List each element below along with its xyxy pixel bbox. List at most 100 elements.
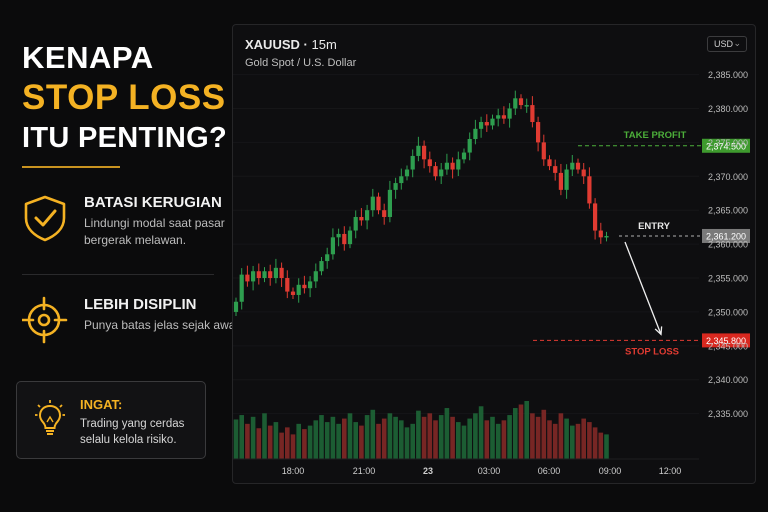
volume-bar bbox=[490, 416, 495, 459]
volume-bar bbox=[535, 416, 541, 459]
chart-panel[interactable]: XAUUSD · 15m Gold Spot / U.S. Dollar USD… bbox=[232, 24, 756, 484]
volume-bar bbox=[376, 423, 381, 459]
candle-body bbox=[479, 122, 484, 129]
candle-body bbox=[507, 108, 512, 119]
candle-body bbox=[359, 216, 364, 221]
volume-bar bbox=[313, 420, 319, 459]
price-tick-label: 2,345.000 bbox=[708, 341, 748, 351]
volume-bar bbox=[518, 404, 524, 459]
candle-body bbox=[336, 233, 341, 238]
candle-body bbox=[393, 183, 398, 190]
volume-bar bbox=[324, 422, 330, 459]
candle-body bbox=[399, 176, 404, 184]
volume-bar bbox=[587, 422, 592, 459]
candle-body bbox=[387, 189, 392, 217]
headline: KENAPA STOP LOSS ITU PENTING? bbox=[22, 38, 227, 158]
candle-body bbox=[553, 166, 558, 173]
candle-body bbox=[439, 169, 444, 177]
price-tick-label: 2,335.000 bbox=[708, 409, 748, 419]
candle-body bbox=[575, 162, 581, 170]
time-tick-label: 09:00 bbox=[599, 466, 622, 476]
volume-bar bbox=[285, 427, 290, 459]
candle-body bbox=[279, 267, 284, 279]
chart-symbol: XAUUSD · 15m bbox=[245, 37, 337, 52]
time-axis: 18:00 21:00 23 03:00 06:00 09:00 12:00 bbox=[233, 458, 699, 476]
volume-bar bbox=[307, 425, 313, 459]
benefit-description: Punya batas jelas sejak awal. bbox=[84, 318, 242, 332]
candle-body bbox=[501, 115, 506, 119]
volume-bar bbox=[575, 423, 581, 459]
price-tick-label: 2,340.000 bbox=[708, 375, 748, 385]
volume-bars bbox=[233, 401, 609, 459]
candle-body bbox=[308, 281, 313, 289]
price-tick-label: 2,370.000 bbox=[708, 172, 748, 182]
candle-body bbox=[530, 105, 535, 123]
currency-select[interactable]: USD ⌄ bbox=[707, 36, 747, 52]
volume-bar bbox=[319, 415, 324, 459]
volume-bar bbox=[581, 418, 586, 459]
candle-body bbox=[513, 98, 518, 109]
candle-body bbox=[239, 274, 244, 302]
candle-body bbox=[547, 159, 552, 167]
headline-line-2: STOP LOSS bbox=[22, 78, 226, 117]
stop-loss-label: STOP LOSS bbox=[625, 346, 679, 357]
candle-body bbox=[382, 210, 387, 217]
volume-bar bbox=[359, 425, 364, 459]
time-tick-label: 12:00 bbox=[659, 466, 682, 476]
entry-price-tag bbox=[702, 228, 750, 243]
candle-body bbox=[593, 203, 598, 231]
price-levels: TAKE PROFIT 2,374.500 ENTRY 2,361.200 STOP L… bbox=[533, 130, 750, 357]
candle-body bbox=[473, 128, 478, 139]
candle-body bbox=[484, 122, 489, 126]
price-chart[interactable]: TAKE PROFIT 2,374.500 ENTRY 2,361.200 STOP L… bbox=[233, 25, 755, 483]
volume-bar bbox=[336, 423, 341, 459]
volume-bar bbox=[592, 427, 598, 459]
arrow-shaft bbox=[624, 241, 662, 335]
time-tick-label: 21:00 bbox=[353, 466, 376, 476]
volume-bar bbox=[267, 425, 273, 459]
price-tick-label: 2,350.000 bbox=[708, 307, 748, 317]
candle-body bbox=[319, 261, 324, 272]
volume-bar bbox=[330, 416, 336, 459]
timeframe-label[interactable]: 15m bbox=[311, 37, 337, 52]
headline-line-1: KENAPA bbox=[22, 40, 154, 75]
volume-bar bbox=[381, 418, 387, 459]
volume-bar bbox=[416, 410, 421, 459]
volume-bar bbox=[364, 415, 370, 459]
stop-loss-price-tag bbox=[702, 333, 750, 348]
volume-bar bbox=[495, 423, 501, 459]
volume-bar bbox=[250, 416, 256, 459]
chart-grid bbox=[233, 74, 699, 415]
volume-bar bbox=[302, 429, 307, 459]
candle-body bbox=[370, 196, 375, 211]
candle-body bbox=[233, 301, 239, 312]
candle-body bbox=[353, 216, 358, 231]
candle-body bbox=[330, 237, 335, 255]
candle-body bbox=[273, 267, 278, 279]
symbol-separator: · bbox=[303, 37, 308, 52]
volume-bar bbox=[598, 432, 604, 459]
candle-body bbox=[541, 142, 546, 160]
candle-body bbox=[342, 233, 347, 245]
remember-text: Trading yang cerdas selalu kelola risiko… bbox=[80, 418, 185, 446]
candle-body bbox=[536, 122, 541, 143]
left-panel: KENAPA STOP LOSS ITU PENTING? BATASI KER… bbox=[0, 0, 241, 512]
currency-label: USD bbox=[714, 39, 734, 49]
chart-subtitle: Gold Spot / U.S. Dollar bbox=[245, 57, 357, 69]
volume-bar bbox=[239, 415, 244, 459]
entry-price: 2,361.200 bbox=[706, 231, 746, 241]
volume-bar bbox=[273, 422, 279, 459]
remember-title: INGAT: bbox=[80, 397, 123, 412]
price-tick-label: 2,360.000 bbox=[708, 240, 748, 250]
volume-bar bbox=[393, 416, 398, 459]
candle-body bbox=[581, 169, 586, 177]
price-tick-label: 2,375.000 bbox=[708, 138, 748, 148]
remember-card: INGAT: Trading yang cerdas selalu kelola… bbox=[16, 381, 206, 459]
candlesticks bbox=[233, 90, 609, 316]
price-tick-label: 2,385.000 bbox=[708, 70, 748, 80]
candle-body bbox=[376, 196, 381, 211]
volume-bar bbox=[290, 434, 296, 459]
benefit-description: Lindungi modal saat pasar bergerak melaw… bbox=[84, 216, 225, 247]
candle-body bbox=[433, 166, 438, 177]
volume-bar bbox=[433, 420, 438, 459]
